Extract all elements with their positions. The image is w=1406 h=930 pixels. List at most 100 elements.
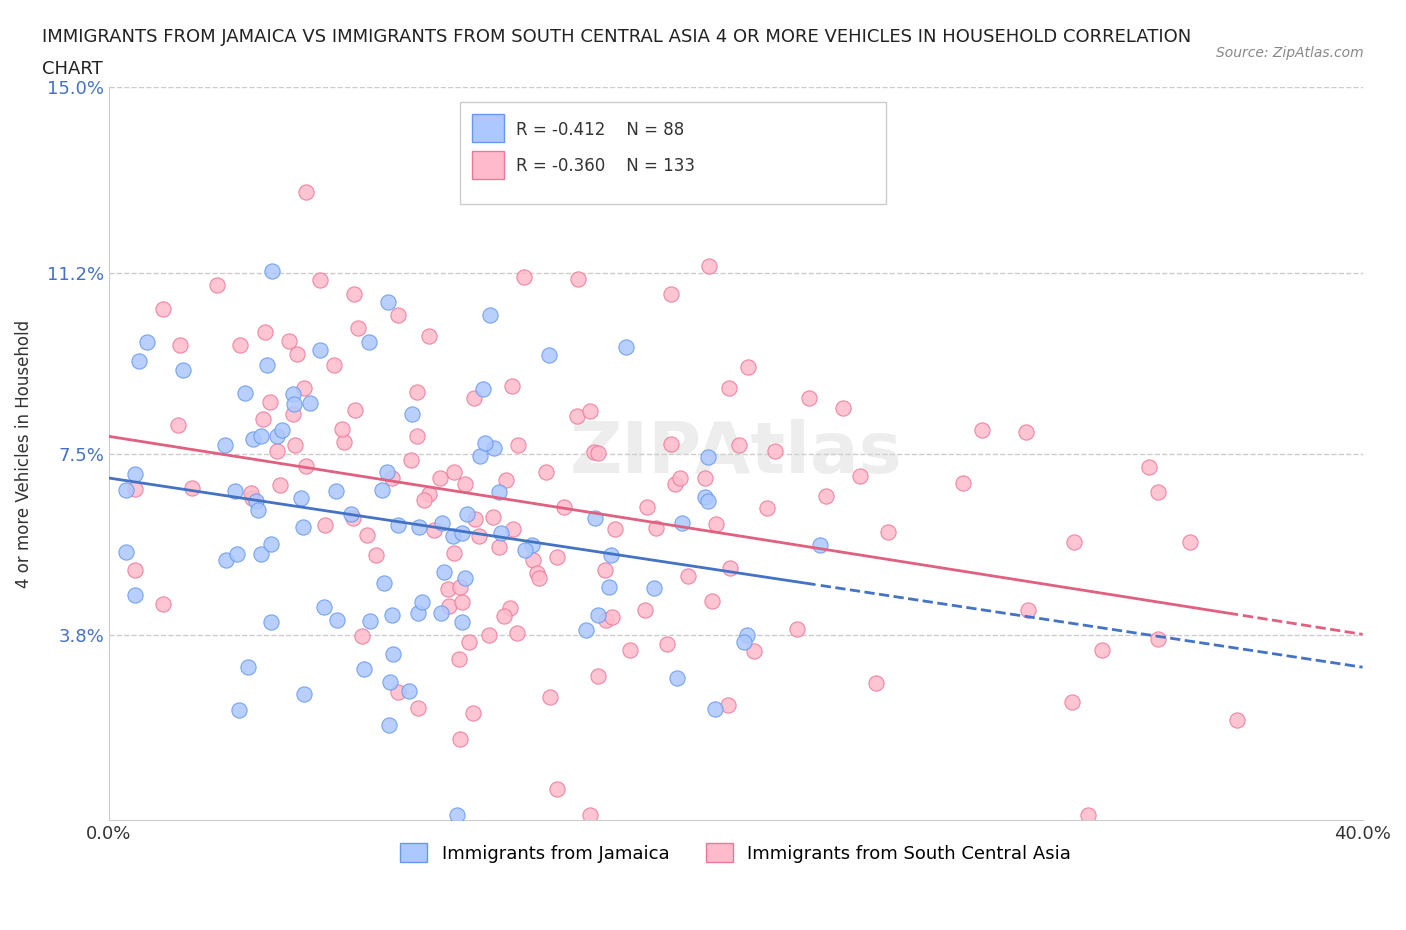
- Bar: [472, 151, 503, 179]
- Point: [281, 407, 304, 422]
- Point: [659, 436, 682, 451]
- Legend: Immigrants from Jamaica, Immigrants from South Central Asia: Immigrants from Jamaica, Immigrants from…: [394, 836, 1078, 870]
- Point: [664, 476, 686, 491]
- Point: [600, 609, 623, 624]
- Point: [586, 669, 609, 684]
- Point: [240, 490, 263, 505]
- Point: [1091, 643, 1114, 658]
- Point: [256, 357, 278, 372]
- Point: [451, 594, 474, 609]
- Point: [294, 184, 316, 199]
- Point: [595, 562, 617, 577]
- Point: [534, 464, 557, 479]
- Point: [567, 272, 589, 286]
- Point: [696, 450, 718, 465]
- Point: [242, 432, 264, 446]
- Point: [595, 613, 617, 628]
- Point: [333, 434, 356, 449]
- Point: [271, 423, 294, 438]
- Point: [443, 464, 465, 479]
- Point: [411, 594, 433, 609]
- Point: [375, 465, 398, 480]
- Point: [565, 409, 588, 424]
- Point: [744, 644, 766, 659]
- Point: [1015, 425, 1038, 440]
- Point: [406, 429, 429, 444]
- Point: [278, 333, 301, 348]
- Point: [422, 523, 444, 538]
- Point: [582, 445, 605, 459]
- Point: [377, 295, 399, 310]
- Point: [634, 603, 657, 618]
- Point: [205, 277, 228, 292]
- Point: [797, 391, 820, 405]
- Point: [260, 615, 283, 630]
- Point: [430, 605, 453, 620]
- Point: [437, 599, 460, 614]
- Point: [952, 475, 974, 490]
- Point: [786, 621, 808, 636]
- Point: [849, 468, 872, 483]
- Point: [332, 421, 354, 436]
- Point: [579, 808, 602, 823]
- Point: [342, 511, 364, 525]
- Point: [808, 538, 831, 552]
- Point: [505, 625, 527, 640]
- Point: [718, 561, 741, 576]
- Point: [735, 628, 758, 643]
- Point: [492, 608, 515, 623]
- Point: [526, 565, 548, 580]
- Point: [1137, 459, 1160, 474]
- Point: [124, 563, 146, 578]
- Point: [249, 429, 271, 444]
- Point: [115, 544, 138, 559]
- Point: [502, 521, 524, 536]
- Point: [433, 565, 456, 579]
- Point: [450, 615, 472, 630]
- Point: [546, 550, 568, 565]
- Y-axis label: 4 or more Vehicles in Household: 4 or more Vehicles in Household: [15, 320, 32, 588]
- Point: [508, 437, 530, 452]
- Point: [522, 552, 544, 567]
- Point: [671, 516, 693, 531]
- Point: [124, 482, 146, 497]
- Point: [128, 353, 150, 368]
- Point: [350, 629, 373, 644]
- Point: [245, 494, 267, 509]
- Point: [468, 529, 491, 544]
- Point: [446, 808, 468, 823]
- Point: [356, 528, 378, 543]
- Point: [513, 543, 536, 558]
- Point: [718, 380, 741, 395]
- Point: [124, 467, 146, 482]
- Point: [832, 400, 855, 415]
- Point: [482, 441, 505, 456]
- Point: [353, 662, 375, 677]
- Point: [172, 363, 194, 378]
- Point: [387, 517, 409, 532]
- Point: [418, 486, 440, 501]
- Point: [1060, 695, 1083, 710]
- Point: [325, 613, 347, 628]
- Point: [260, 537, 283, 551]
- Point: [815, 489, 838, 504]
- Point: [482, 510, 505, 525]
- Point: [378, 674, 401, 689]
- Point: [619, 643, 641, 658]
- Point: [454, 570, 477, 585]
- Point: [281, 386, 304, 401]
- Point: [413, 493, 436, 508]
- Point: [693, 471, 716, 485]
- Point: [215, 552, 238, 567]
- Point: [262, 264, 284, 279]
- Point: [970, 423, 993, 438]
- Point: [449, 579, 471, 594]
- Point: [1077, 808, 1099, 823]
- Point: [266, 444, 288, 458]
- Point: [538, 347, 561, 362]
- Point: [373, 576, 395, 591]
- Point: [314, 517, 336, 532]
- Point: [124, 587, 146, 602]
- Point: [312, 600, 335, 615]
- Point: [644, 520, 666, 535]
